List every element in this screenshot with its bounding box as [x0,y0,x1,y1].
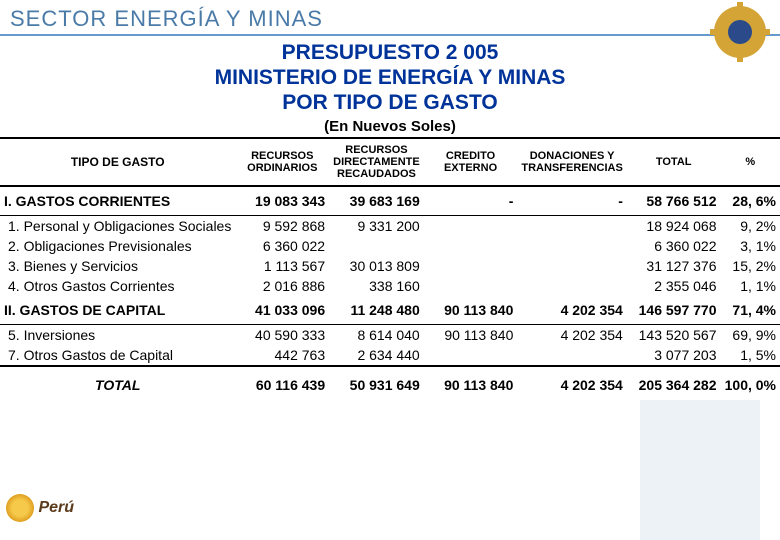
cell-value: 143 520 567 [627,324,721,345]
col-total: TOTAL [627,138,721,186]
row-label: I. GASTOS CORRIENTES [0,186,235,216]
cell-value: 4 202 354 [517,366,626,403]
cell-value: 31 127 376 [627,256,721,276]
col-credito: CREDITO EXTERNO [424,138,518,186]
cell-value [424,215,518,236]
row-label: TOTAL [0,366,235,403]
cell-value: 30 013 809 [329,256,424,276]
sun-icon [6,494,34,522]
subtitle: (En Nuevos Soles) [0,118,780,135]
cell-value: 58 766 512 [627,186,721,216]
row-label: 7. Otros Gastos de Capital [0,345,235,366]
col-recaudados: RECURSOS DIRECTAMENTE RECAUDADOS [329,138,424,186]
row-label: 2. Obligaciones Previsionales [0,236,235,256]
table-row: TOTAL60 116 43950 931 64990 113 8404 202… [0,366,780,403]
cell-value: 90 113 840 [424,324,518,345]
cell-value [329,236,424,256]
cell-value: 9 331 200 [329,215,424,236]
footer-logo: Perú [6,494,96,534]
row-label: 1. Personal y Obligaciones Sociales [0,215,235,236]
cell-value [517,215,626,236]
title-line-1: PRESUPUESTO 2 005 [0,40,780,65]
cell-value: 50 931 649 [329,366,424,403]
cell-value: 100, 0% [721,366,780,403]
cell-value: 205 364 282 [627,366,721,403]
table-row: 2. Obligaciones Previsionales6 360 0226 … [0,236,780,256]
cell-value [517,256,626,276]
cell-value: - [424,186,518,216]
cell-value: 6 360 022 [627,236,721,256]
cell-value [517,236,626,256]
cell-value: 69, 9% [721,324,780,345]
cell-value [424,236,518,256]
cell-value: 71, 4% [721,296,780,325]
cell-value: 1, 1% [721,276,780,296]
cell-value: 9 592 868 [235,215,329,236]
cell-value: 8 614 040 [329,324,424,345]
cell-value: 90 113 840 [424,366,518,403]
background-building [640,400,760,540]
cell-value: 3, 1% [721,236,780,256]
col-pct: % [721,138,780,186]
cell-value [424,276,518,296]
table-row: 5. Inversiones40 590 3338 614 04090 113 … [0,324,780,345]
cell-value: 15, 2% [721,256,780,276]
cell-value: 1, 5% [721,345,780,366]
cell-value: 90 113 840 [424,296,518,325]
gear-icon [710,2,770,62]
table-row: I. GASTOS CORRIENTES19 083 34339 683 169… [0,186,780,216]
logo-text: Perú [38,499,74,517]
header-bar: SECTOR ENERGÍA Y MINAS [0,0,780,36]
cell-value: 60 116 439 [235,366,329,403]
cell-value: 39 683 169 [329,186,424,216]
table-row: 1. Personal y Obligaciones Sociales9 592… [0,215,780,236]
table-row: 7. Otros Gastos de Capital442 7632 634 4… [0,345,780,366]
col-ordinarios: RECURSOS ORDINARIOS [235,138,329,186]
row-label: 4. Otros Gastos Corrientes [0,276,235,296]
cell-value: 41 033 096 [235,296,329,325]
cell-value: - [517,186,626,216]
cell-value: 18 924 068 [627,215,721,236]
cell-value: 19 083 343 [235,186,329,216]
col-tipo: TIPO DE GASTO [0,138,235,186]
cell-value: 11 248 480 [329,296,424,325]
cell-value: 40 590 333 [235,324,329,345]
budget-table: TIPO DE GASTO RECURSOS ORDINARIOS RECURS… [0,137,780,403]
cell-value [517,345,626,366]
table-row: 3. Bienes y Servicios1 113 56730 013 809… [0,256,780,276]
cell-value [424,256,518,276]
row-label: 3. Bienes y Servicios [0,256,235,276]
title-line-2: MINISTERIO DE ENERGÍA Y MINAS [0,65,780,90]
title-line-3: POR TIPO DE GASTO [0,90,780,115]
cell-value: 338 160 [329,276,424,296]
row-label: II. GASTOS DE CAPITAL [0,296,235,325]
title-block: PRESUPUESTO 2 005 MINISTERIO DE ENERGÍA … [0,40,780,116]
cell-value: 3 077 203 [627,345,721,366]
table-row: II. GASTOS DE CAPITAL41 033 09611 248 48… [0,296,780,325]
table-header-row: TIPO DE GASTO RECURSOS ORDINARIOS RECURS… [0,138,780,186]
cell-value: 4 202 354 [517,324,626,345]
row-label: 5. Inversiones [0,324,235,345]
cell-value: 146 597 770 [627,296,721,325]
cell-value: 2 355 046 [627,276,721,296]
table-row: 4. Otros Gastos Corrientes2 016 886338 1… [0,276,780,296]
cell-value: 6 360 022 [235,236,329,256]
sector-title: SECTOR ENERGÍA Y MINAS [10,6,770,32]
cell-value: 9, 2% [721,215,780,236]
cell-value [517,276,626,296]
col-donaciones: DONACIONES Y TRANSFERENCIAS [517,138,626,186]
cell-value: 1 113 567 [235,256,329,276]
cell-value: 2 016 886 [235,276,329,296]
cell-value: 4 202 354 [517,296,626,325]
cell-value: 28, 6% [721,186,780,216]
cell-value [424,345,518,366]
cell-value: 442 763 [235,345,329,366]
cell-value: 2 634 440 [329,345,424,366]
